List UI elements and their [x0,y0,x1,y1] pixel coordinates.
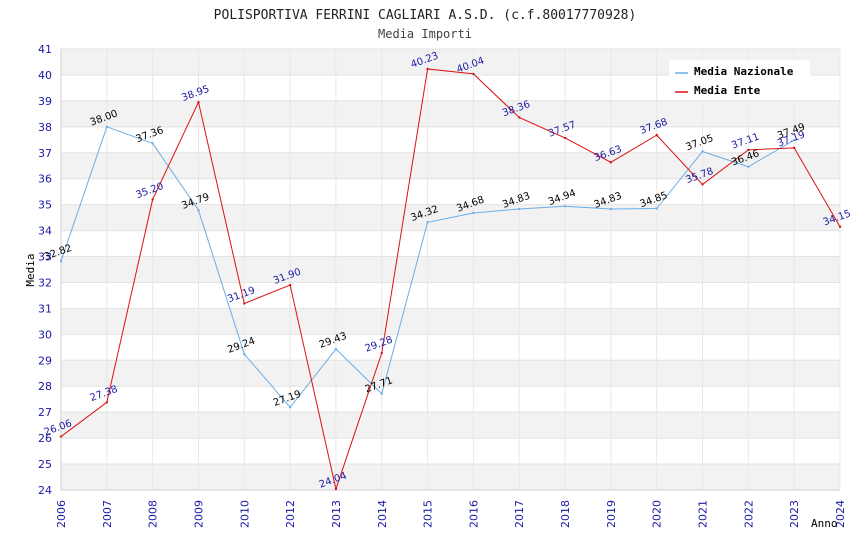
x-tick-label: 2023 [788,500,801,528]
y-axis-label: Media [24,253,37,286]
x-tick-label: 2009 [192,500,205,528]
x-axis-label: Anno [811,517,838,530]
data-point-nazionale [197,208,200,212]
y-tick-label: 33 [38,251,52,264]
data-point-nazionale [747,165,750,168]
chart-title: POLISPORTIVA FERRINI CAGLIARI A.S.D. (c.… [214,8,637,23]
data-point-nazionale [609,207,613,211]
y-tick-label: 25 [38,458,52,471]
legend-label-nazionale: Media Nazionale [694,65,794,78]
x-tick-label: 2021 [697,500,710,528]
data-point-nazionale [105,125,109,129]
y-tick-label: 30 [38,328,52,341]
grid-band [61,308,840,335]
data-point-ente [838,225,842,228]
data-point-ente [243,302,246,305]
grid-band [61,360,840,387]
grid-band [61,100,840,127]
y-tick-label: 28 [38,380,52,393]
y-tick-label: 39 [38,95,52,108]
grid-band [61,464,840,490]
x-tick-label: 2015 [422,500,435,528]
legend-label-ente: Media Ente [694,84,761,97]
grid-band [61,412,840,439]
data-point-ente [792,146,796,150]
x-tick-label: 2022 [742,500,755,528]
y-tick-label: 26 [38,432,52,445]
data-point-ente [334,487,338,491]
data-point-nazionale [426,221,429,224]
data-point-ente [472,72,475,76]
x-tick-label: 2018 [559,500,572,528]
data-label-nazionale: 29.24 [226,336,257,356]
data-point-nazionale [701,150,704,153]
series-lines [59,67,842,491]
x-tick-label: 2006 [55,500,68,528]
chart-subtitle: Media Importi [378,27,472,41]
data-point-nazionale [655,207,658,210]
x-tick-label: 2016 [467,500,480,528]
y-tick-label: 31 [38,302,52,315]
tick-labels: 24 25 26 27 28 29 30 31 32 33 34 35 36 37 38 39 40 41 2006… [38,43,847,528]
data-point-ente [380,351,383,355]
data-point-nazionale [334,347,338,351]
data-point-nazionale [472,211,475,215]
data-point-ente [747,148,750,152]
y-tick-label: 32 [38,276,52,289]
data-point-ente [426,67,429,71]
x-tick-label: 2024 [834,500,847,528]
x-tick-label: 2014 [376,500,389,528]
grid-bands [61,49,840,490]
y-tick-label: 37 [38,147,52,160]
data-label-nazionale: 37.05 [684,133,715,153]
data-point-ente [151,198,154,201]
x-tick-label: 2008 [147,500,160,528]
y-tick-label: 36 [38,173,52,186]
data-point-ente [701,183,704,186]
data-point-ente [609,161,613,164]
x-tick-label: 2007 [101,500,114,528]
data-point-nazionale [59,259,63,263]
y-tick-label: 38 [38,121,52,134]
data-point-nazionale [792,138,796,142]
data-label-ente: 27.38 [89,384,120,404]
y-tick-label: 40 [38,69,52,82]
data-point-ente [518,116,521,119]
x-tick-label: 2010 [238,500,251,528]
y-tick-label: 35 [38,199,52,212]
data-point-ente [563,136,567,140]
grid-band [61,152,840,179]
y-tick-label: 29 [38,354,52,367]
grid-band [61,256,840,283]
data-point-nazionale [288,406,292,409]
data-point-nazionale [518,207,521,211]
data-label-ente: 29.28 [364,335,395,355]
y-tick-label: 34 [38,225,52,238]
x-tick-label: 2013 [330,500,343,528]
y-tick-label: 27 [38,406,52,419]
legend-background [669,60,810,100]
legend: Media Nazionale Media Ente [669,60,810,100]
x-tick-label: 2019 [605,500,618,528]
y-tick-label: 24 [38,484,52,497]
axes [60,49,840,491]
data-point-nazionale [151,142,154,145]
data-label-ente: 35.20 [134,181,165,201]
x-tick-label: 2017 [513,500,526,528]
data-point-ente [59,435,63,438]
data-point-nazionale [243,352,246,356]
x-tick-label: 2020 [651,500,664,528]
data-label-ente: 31.19 [226,285,257,305]
data-point-nazionale [380,392,383,395]
y-tick-label: 41 [38,43,52,56]
data-point-ente [105,401,109,404]
series-line-ente [60,68,841,491]
data-point-nazionale [563,205,567,208]
x-tick-label: 2012 [284,500,297,528]
data-point-ente [655,133,658,137]
data-point-ente [197,100,200,104]
data-point-ente [288,283,292,287]
